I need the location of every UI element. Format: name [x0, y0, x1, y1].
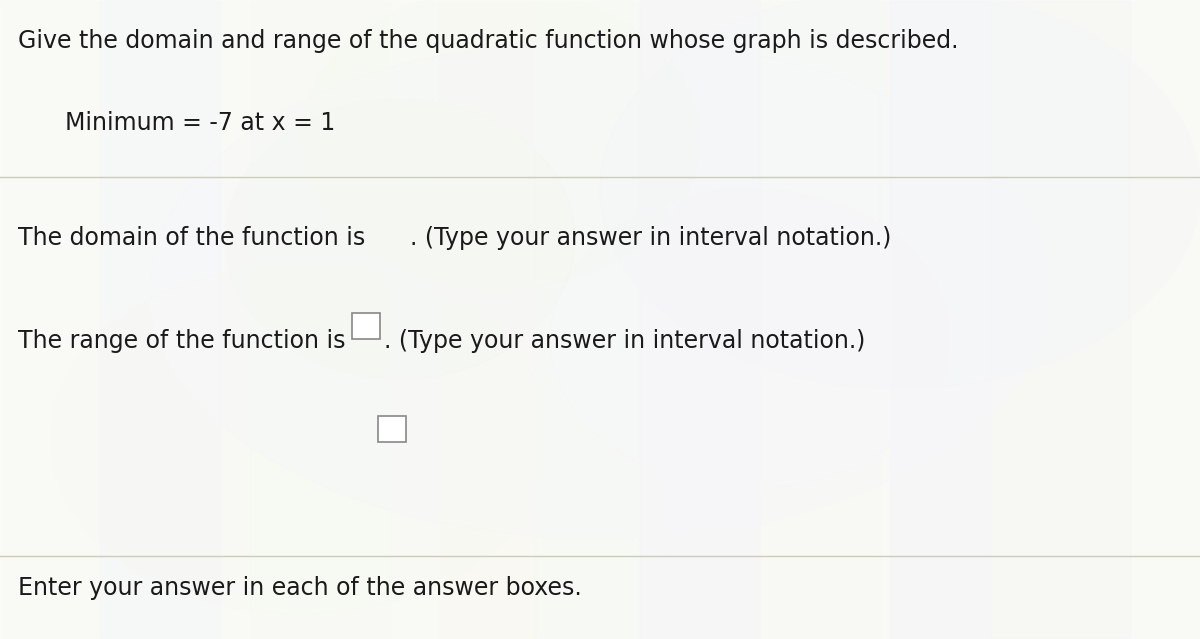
Bar	[250, 0, 390, 639]
Bar	[378, 416, 406, 442]
Bar	[890, 0, 990, 639]
Text: Enter your answer in each of the answer boxes.: Enter your answer in each of the answer …	[18, 576, 582, 600]
Text: The range of the function is: The range of the function is	[18, 329, 346, 353]
Ellipse shape	[226, 99, 575, 379]
Ellipse shape	[50, 264, 550, 614]
Text: The domain of the function is: The domain of the function is	[18, 226, 365, 250]
Bar	[535, 0, 665, 639]
Ellipse shape	[300, 0, 700, 289]
Text: Give the domain and range of the quadratic function whose graph is described.: Give the domain and range of the quadrat…	[18, 29, 959, 53]
Bar	[760, 0, 880, 639]
Bar	[990, 0, 1130, 639]
Text: Minimum = -7 at x = 1: Minimum = -7 at x = 1	[65, 111, 335, 135]
Text: . (Type your answer in interval notation.): . (Type your answer in interval notation…	[410, 226, 892, 250]
Bar	[640, 0, 760, 639]
Bar	[0, 0, 90, 639]
Bar	[352, 313, 380, 339]
Ellipse shape	[150, 39, 1050, 539]
Bar	[100, 0, 220, 639]
Ellipse shape	[600, 0, 1200, 389]
Text: . (Type your answer in interval notation.): . (Type your answer in interval notation…	[384, 329, 865, 353]
Bar	[440, 0, 540, 639]
Ellipse shape	[550, 189, 950, 489]
